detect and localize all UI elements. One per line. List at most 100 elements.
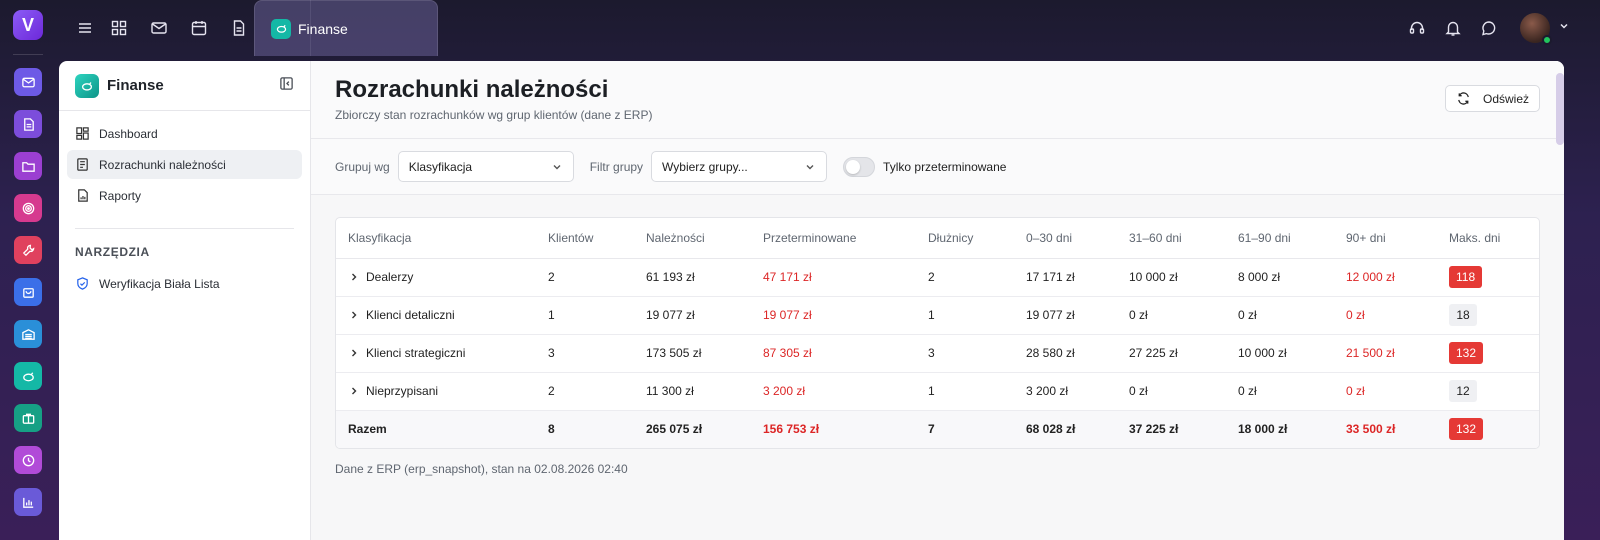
cell-clients: 2 [536, 372, 634, 411]
sidebar-nav: Dashboard Rozrachunki należności Raporty [59, 111, 310, 210]
column-header[interactable]: Klientów [536, 218, 634, 259]
scrollbar-thumb[interactable] [1556, 73, 1564, 145]
cell-overdue: 47 171 zł [751, 258, 916, 297]
total-clients: 8 [536, 410, 634, 448]
cell-90-plus: 0 zł [1334, 372, 1437, 411]
table-row[interactable]: Klienci strategiczni 3 173 505 zł 87 305… [336, 334, 1539, 373]
sidebar-item-label: Dashboard [99, 126, 158, 141]
column-header[interactable]: 31–60 dni [1117, 218, 1226, 259]
table-total-row: Razem 8 265 075 zł 156 753 zł 7 68 028 z… [336, 410, 1539, 448]
cell-31-60: 0 zł [1117, 296, 1226, 335]
max-days-badge: 132 [1449, 342, 1484, 364]
target-app-icon[interactable] [14, 194, 42, 222]
chevron-down-icon [806, 164, 814, 169]
rail-divider [13, 54, 43, 55]
column-header[interactable]: 0–30 dni [1014, 218, 1117, 259]
row-name: Klienci strategiczni [366, 346, 466, 360]
group-by-label: Grupuj wg [335, 159, 390, 174]
collapse-sidebar-icon[interactable] [279, 76, 294, 96]
sidebar-tools: Weryfikacja Biała Lista [59, 269, 310, 298]
cell-61-90: 0 zł [1226, 296, 1334, 335]
documents-app-icon[interactable] [14, 110, 42, 138]
cell-0-30: 19 077 zł [1014, 296, 1117, 335]
finance-app-icon[interactable] [14, 362, 42, 390]
column-header[interactable]: Należności [634, 218, 751, 259]
main-content: Rozrachunki należności Zbiorczy stan roz… [311, 61, 1564, 540]
app-rail: V [0, 0, 56, 540]
cell-0-30: 3 200 zł [1014, 372, 1117, 411]
max-days-badge: 132 [1449, 418, 1484, 441]
sidebar-divider [75, 228, 294, 229]
piggy-bank-icon [75, 73, 99, 98]
cell-31-60: 10 000 zł [1117, 258, 1226, 297]
sidebar-item-biala-lista[interactable]: Weryfikacja Biała Lista [67, 269, 302, 298]
cell-overdue: 19 077 zł [751, 296, 916, 335]
clock-app-icon[interactable] [14, 446, 42, 474]
cell-31-60: 0 zł [1117, 372, 1226, 411]
reports-app-icon[interactable] [14, 488, 42, 516]
folder-app-icon[interactable] [14, 152, 42, 180]
cell-61-90: 8 000 zł [1226, 258, 1334, 297]
sidebar-title: Finanse [107, 77, 164, 94]
menu-icon[interactable] [74, 17, 96, 39]
cell-90-plus: 21 500 zł [1334, 334, 1437, 373]
table-row[interactable]: Nieprzypisani 2 11 300 zł 3 200 zł 1 3 2… [336, 372, 1539, 411]
refresh-button[interactable]: Odśwież [1444, 85, 1540, 112]
sidebar-item-label: Rozrachunki należności [99, 157, 226, 172]
chat-icon[interactable] [1478, 17, 1500, 39]
mail-icon[interactable] [148, 17, 170, 39]
sidebar-item-dashboard[interactable]: Dashboard [67, 119, 302, 148]
shop-app-icon[interactable] [14, 278, 42, 306]
data-source-note: Dane z ERP (erp_snapshot), stan na 02.08… [335, 462, 628, 476]
chevron-right-icon[interactable] [348, 271, 360, 283]
overdue-only-label: Tylko przeterminowane [883, 159, 1007, 174]
app-logo-icon[interactable]: V [13, 10, 43, 40]
group-by-select[interactable]: Klasyfikacja [397, 151, 574, 182]
table-row[interactable]: Dealerzy 2 61 193 zł 47 171 zł 2 17 171 … [336, 258, 1539, 297]
column-header[interactable]: Klasyfikacja [336, 218, 536, 259]
app-window: Finanse Dashboard Rozrachunki należności… [59, 61, 1564, 540]
column-header[interactable]: 90+ dni [1334, 218, 1437, 259]
chevron-down-icon[interactable] [1558, 19, 1570, 37]
column-header[interactable]: 61–90 dni [1226, 218, 1334, 259]
chevron-right-icon[interactable] [348, 347, 360, 359]
document-icon[interactable] [228, 17, 250, 39]
column-header[interactable]: Dłużnicy [916, 218, 1014, 259]
avatar[interactable] [1520, 13, 1552, 45]
tab-finanse[interactable]: Finanse [254, 0, 438, 56]
chevron-right-icon[interactable] [348, 309, 360, 321]
calendar-icon[interactable] [188, 17, 210, 39]
cell-0-30: 28 580 zł [1014, 334, 1117, 373]
group-by-value: Klasyfikacja [408, 159, 473, 174]
column-header[interactable]: Maks. dni [1437, 218, 1539, 259]
apps-grid-icon[interactable] [108, 17, 130, 39]
headset-icon[interactable] [1406, 17, 1428, 39]
group-filter-select[interactable]: Wybierz grupy... [651, 151, 828, 182]
cell-clients: 1 [536, 296, 634, 335]
warehouse-app-icon[interactable] [14, 320, 42, 348]
sidebar-item-raporty[interactable]: Raporty [67, 181, 302, 210]
sidebar-item-rozrachunki[interactable]: Rozrachunki należności [67, 150, 302, 179]
total-0-30: 68 028 zł [1014, 410, 1117, 448]
bell-icon[interactable] [1442, 17, 1464, 39]
cell-overdue: 87 305 zł [751, 334, 916, 373]
chevron-right-icon[interactable] [348, 385, 360, 397]
filters-bar: Grupuj wg Klasyfikacja Filtr grupy Wybie… [311, 139, 1564, 195]
tab-label: Finanse [298, 20, 348, 37]
cell-debtors: 3 [916, 334, 1014, 373]
table-row[interactable]: Klienci detaliczni 1 19 077 zł 19 077 zł… [336, 296, 1539, 335]
sidebar-item-label: Weryfikacja Biała Lista [99, 276, 220, 291]
mail-app-icon[interactable] [14, 68, 42, 96]
online-status-dot [1542, 35, 1552, 45]
tools-app-icon[interactable] [14, 236, 42, 264]
cell-receivables: 173 505 zł [634, 334, 751, 373]
receivables-table: Klasyfikacja Klientów Należności Przeter… [336, 218, 1539, 448]
column-header[interactable]: Przeterminowane [751, 218, 916, 259]
overdue-only-toggle[interactable] [843, 156, 876, 177]
total-debtors: 7 [916, 410, 1014, 448]
cell-clients: 2 [536, 258, 634, 297]
sidebar: Finanse Dashboard Rozrachunki należności… [59, 61, 311, 540]
sidebar-section-title: NARZĘDZIA [75, 245, 150, 259]
briefcase-app-icon[interactable] [14, 404, 42, 432]
dashboard-icon [76, 127, 89, 140]
